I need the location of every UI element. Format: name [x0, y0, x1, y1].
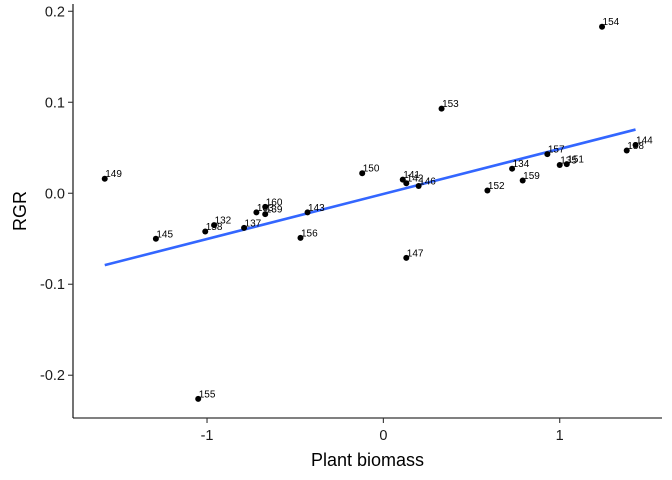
data-point — [556, 162, 563, 169]
data-point — [211, 222, 218, 229]
data-point — [544, 151, 551, 158]
x-tick-label: -1 — [201, 428, 214, 444]
data-point — [101, 175, 108, 182]
x-tick-label: 0 — [379, 428, 387, 444]
data-point-label: 153 — [442, 99, 459, 110]
y-tick-label: 0.2 — [45, 4, 65, 20]
data-point-label: 146 — [419, 176, 436, 187]
y-tick-label: -0.2 — [40, 368, 65, 384]
data-point — [509, 165, 516, 172]
data-point-label: 159 — [523, 171, 540, 182]
data-point-label: 132 — [215, 216, 232, 227]
data-point — [519, 177, 526, 184]
data-point-label: 147 — [407, 248, 424, 259]
data-point-label: 157 — [548, 145, 565, 156]
data-point — [202, 228, 209, 235]
data-point — [563, 161, 570, 168]
x-tick-label: 1 — [556, 428, 564, 444]
data-point-label: 137 — [245, 218, 262, 229]
x-axis-title: Plant biomass — [311, 450, 424, 470]
data-point — [359, 170, 366, 177]
data-point-label: 151 — [567, 155, 584, 166]
data-point — [241, 224, 248, 231]
data-point-label: 142 — [407, 174, 424, 185]
data-point — [403, 180, 410, 187]
data-point-label: 150 — [363, 164, 380, 175]
points-layer — [101, 23, 639, 402]
data-point — [632, 142, 639, 149]
data-point — [623, 147, 630, 154]
data-point-label: 135 — [560, 156, 577, 167]
data-point-label: 139 — [266, 205, 283, 216]
data-point-label: 149 — [105, 169, 122, 180]
data-point-label: 134 — [513, 159, 530, 170]
data-point-label: 133 — [257, 203, 274, 214]
data-point-label: 143 — [308, 203, 325, 214]
axes-layer: -1 0 1 -0.2 -0.1 0.0 0.1 0.2 — [40, 4, 662, 444]
y-tick-label: -0.1 — [40, 277, 65, 293]
data-point — [152, 235, 159, 242]
y-axis-title: RGR — [10, 191, 30, 231]
data-point — [253, 209, 260, 216]
data-point — [438, 105, 445, 112]
data-point — [262, 211, 269, 218]
data-point-label: 138 — [627, 141, 644, 152]
data-point-label: 145 — [156, 229, 173, 240]
data-point — [403, 254, 410, 261]
data-point — [484, 187, 491, 194]
data-point — [304, 209, 311, 216]
data-point-label: 155 — [199, 389, 216, 400]
data-point — [599, 23, 606, 30]
data-point-label: 144 — [636, 136, 653, 147]
data-point-label: 156 — [301, 228, 318, 239]
data-point — [297, 234, 304, 241]
y-tick-label: 0.1 — [45, 95, 65, 111]
data-point — [415, 182, 422, 189]
data-point — [195, 395, 202, 402]
data-point-label: 152 — [488, 181, 505, 192]
data-point-label: 154 — [603, 17, 620, 28]
data-point-label: 160 — [266, 197, 283, 208]
y-tick-label: 0.0 — [45, 186, 65, 202]
data-point — [262, 203, 269, 210]
data-point-label: 141 — [403, 170, 420, 181]
data-point-label: 158 — [206, 222, 223, 233]
